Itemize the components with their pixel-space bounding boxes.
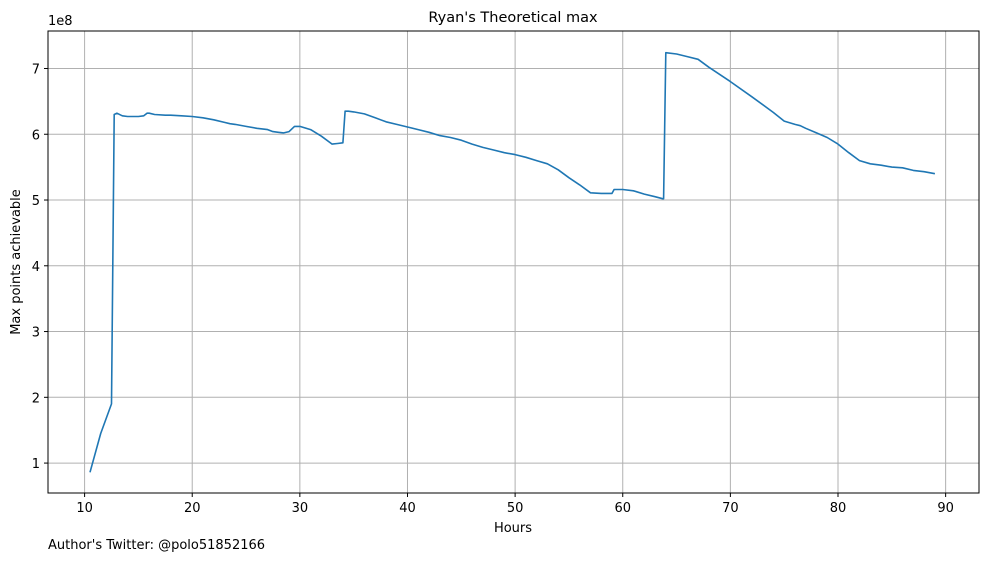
series-line-max-points: [89, 51, 936, 473]
x-tick-label: 50: [507, 501, 524, 516]
y-tick-label: 7: [32, 62, 40, 77]
y-tick-label: 6: [32, 128, 40, 143]
x-tick-label: 90: [937, 501, 954, 516]
x-tick-label: 70: [722, 501, 739, 516]
y-tick-label: 1: [32, 457, 40, 472]
y-axis-label: Max points achievable: [9, 189, 24, 335]
author-twitter-note: Author's Twitter: @polo51852166: [48, 538, 266, 553]
axis-ticks: 10 20 30 40 50 60 70 80 90 1 2 3 4 5 6 7: [32, 62, 954, 516]
y-tick-label: 3: [32, 326, 40, 341]
x-tick-label: 10: [76, 501, 93, 516]
x-axis-label: Hours: [494, 521, 532, 536]
x-tick-label: 20: [184, 501, 201, 516]
x-tick-label: 30: [292, 501, 309, 516]
chart-title: Ryan's Theoretical max: [428, 10, 598, 26]
y-tick-label: 4: [32, 260, 40, 275]
y-offset-text: 1e8: [48, 14, 73, 29]
y-tick-label: 5: [32, 194, 40, 209]
x-tick-label: 40: [399, 501, 416, 516]
x-tick-label: 60: [614, 501, 631, 516]
y-tick-label: 2: [32, 391, 40, 406]
grid: [48, 31, 979, 493]
x-tick-label: 80: [830, 501, 847, 516]
plot-area: [47, 30, 980, 494]
